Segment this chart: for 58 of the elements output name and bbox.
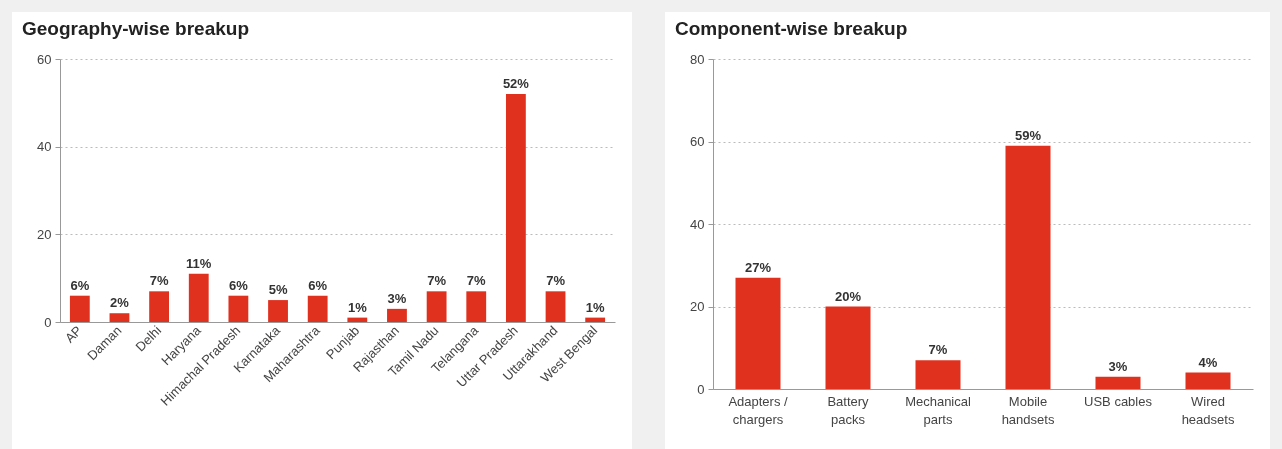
y-tick-label: 20 bbox=[37, 226, 52, 242]
bar bbox=[347, 317, 368, 322]
data-label: 4% bbox=[1198, 354, 1218, 370]
x-tick-label: USB cables bbox=[1084, 393, 1153, 409]
bar bbox=[466, 291, 487, 322]
bar bbox=[149, 291, 170, 322]
y-tick-label: 60 bbox=[37, 51, 52, 67]
data-label: 1% bbox=[347, 299, 368, 315]
bar bbox=[228, 295, 249, 322]
bar bbox=[505, 94, 526, 322]
x-tick-label: Mechanical parts bbox=[905, 393, 971, 427]
bar bbox=[109, 313, 130, 322]
bar bbox=[307, 295, 328, 322]
data-label: 6% bbox=[308, 277, 328, 293]
bar bbox=[1095, 376, 1141, 389]
data-label: 52% bbox=[502, 76, 530, 92]
bar bbox=[825, 306, 871, 389]
x-tick-label: Battery packs bbox=[827, 393, 870, 427]
chart-title: Component-wise breakup bbox=[675, 18, 908, 39]
data-label: 6% bbox=[228, 277, 249, 293]
bar bbox=[188, 273, 209, 322]
data-label: 7% bbox=[928, 342, 948, 358]
bar bbox=[1185, 372, 1231, 389]
data-label: 3% bbox=[387, 290, 407, 306]
chart-title: Geography-wise breakup bbox=[22, 18, 250, 39]
data-label: 7% bbox=[466, 273, 487, 289]
x-tick-label: AP bbox=[61, 322, 85, 346]
data-label: 7% bbox=[546, 273, 566, 289]
bar bbox=[545, 291, 566, 322]
y-tick-label: 80 bbox=[690, 51, 705, 67]
bar bbox=[915, 360, 961, 389]
y-tick-label: 40 bbox=[37, 139, 52, 155]
bar bbox=[426, 291, 447, 322]
bar bbox=[268, 300, 288, 322]
x-tick-label: Wired headsets bbox=[1181, 393, 1235, 427]
y-tick-label: 60 bbox=[690, 134, 705, 149]
data-label: 20% bbox=[834, 288, 862, 304]
x-tick-label: Adapters / chargers bbox=[728, 393, 789, 427]
data-label: 11% bbox=[186, 255, 212, 271]
data-label: 7% bbox=[427, 273, 447, 289]
data-label: 2% bbox=[110, 295, 130, 311]
data-label: 59% bbox=[1014, 127, 1042, 143]
data-label: 7% bbox=[149, 273, 169, 289]
bar bbox=[387, 308, 407, 322]
x-tick-label: Mobile handsets bbox=[1001, 393, 1055, 427]
bar bbox=[735, 277, 781, 389]
data-label: 1% bbox=[585, 299, 606, 315]
bar bbox=[585, 317, 606, 322]
bar bbox=[1005, 145, 1051, 389]
y-tick-label: 20 bbox=[690, 299, 705, 314]
data-label: 27% bbox=[744, 259, 772, 275]
data-label: 3% bbox=[1108, 358, 1128, 374]
data-label: 5% bbox=[268, 282, 288, 298]
bar bbox=[69, 295, 90, 322]
data-label: 6% bbox=[70, 277, 90, 293]
y-tick-label: 0 bbox=[697, 381, 705, 397]
y-tick-label: 0 bbox=[44, 314, 52, 330]
y-tick-label: 40 bbox=[690, 216, 705, 232]
